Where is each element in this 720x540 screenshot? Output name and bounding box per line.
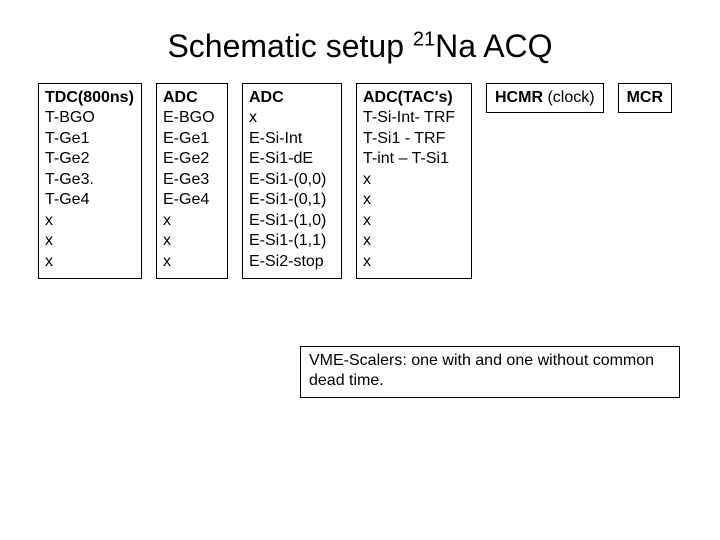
box-tdc: TDC(800ns) T-BGO T-Ge1 T-Ge2 T-Ge3. T-Ge… bbox=[38, 83, 142, 279]
box-item: T-Ge4 bbox=[45, 190, 135, 210]
box-item: x bbox=[163, 252, 221, 272]
box-item: E-Si-Int bbox=[249, 129, 335, 149]
box-item: x bbox=[363, 211, 465, 231]
box-header: ADC(TAC's) bbox=[363, 88, 465, 108]
box-header: ADC bbox=[163, 88, 221, 108]
box-item: E-Si1-dE bbox=[249, 149, 335, 169]
box-item: x bbox=[45, 211, 135, 231]
box-item: x bbox=[45, 252, 135, 272]
box-item: x bbox=[363, 170, 465, 190]
box-item: E-Ge1 bbox=[163, 129, 221, 149]
small-box-bold: MCR bbox=[627, 89, 663, 106]
box-item: x bbox=[363, 231, 465, 251]
box-mcr: MCR bbox=[618, 83, 672, 113]
title-post: Na ACQ bbox=[435, 28, 552, 64]
box-item: T-Si-Int- TRF bbox=[363, 108, 465, 128]
slide-root: Schematic setup 21Na ACQ TDC(800ns) T-BG… bbox=[0, 0, 720, 540]
box-item: E-Si1-(1,0) bbox=[249, 211, 335, 231]
box-header: ADC bbox=[249, 88, 335, 108]
title-pre: Schematic setup bbox=[167, 28, 412, 64]
box-item: T-Si1 - TRF bbox=[363, 129, 465, 149]
box-item: T-int – T-Si1 bbox=[363, 149, 465, 169]
box-item: E-Si1-(0,0) bbox=[249, 170, 335, 190]
box-adc-tac: ADC(TAC's) T-Si-Int- TRF T-Si1 - TRF T-i… bbox=[356, 83, 472, 279]
box-item: x bbox=[363, 252, 465, 272]
box-item: E-Ge3 bbox=[163, 170, 221, 190]
boxes-row: TDC(800ns) T-BGO T-Ge1 T-Ge2 T-Ge3. T-Ge… bbox=[0, 83, 720, 279]
box-header: TDC(800ns) bbox=[45, 88, 135, 108]
box-hcmr: HCMR (clock) bbox=[486, 83, 604, 113]
box-adc-2: ADC x E-Si-Int E-Si1-dE E-Si1-(0,0) E-Si… bbox=[242, 83, 342, 279]
box-item: x bbox=[163, 211, 221, 231]
small-box-bold: HCMR bbox=[495, 89, 543, 106]
box-item: E-Si1-(0,1) bbox=[249, 190, 335, 210]
box-item: T-Ge1 bbox=[45, 129, 135, 149]
box-item: x bbox=[249, 108, 335, 128]
box-item: x bbox=[45, 231, 135, 251]
box-item: E-Si1-(1,1) bbox=[249, 231, 335, 251]
title-superscript: 21 bbox=[413, 28, 435, 50]
box-item: E-Ge2 bbox=[163, 149, 221, 169]
box-item: E-Ge4 bbox=[163, 190, 221, 210]
box-item: E-Si2-stop bbox=[249, 252, 335, 272]
page-title: Schematic setup 21Na ACQ bbox=[0, 0, 720, 83]
small-box-rest: (clock) bbox=[543, 89, 595, 106]
box-item: E-BGO bbox=[163, 108, 221, 128]
box-item: T-Ge3. bbox=[45, 170, 135, 190]
box-item: T-BGO bbox=[45, 108, 135, 128]
box-item: T-Ge2 bbox=[45, 149, 135, 169]
note-box: VME-Scalers: one with and one without co… bbox=[300, 346, 680, 398]
box-item: x bbox=[363, 190, 465, 210]
box-item: x bbox=[163, 231, 221, 251]
box-adc-1: ADC E-BGO E-Ge1 E-Ge2 E-Ge3 E-Ge4 x x x bbox=[156, 83, 228, 279]
